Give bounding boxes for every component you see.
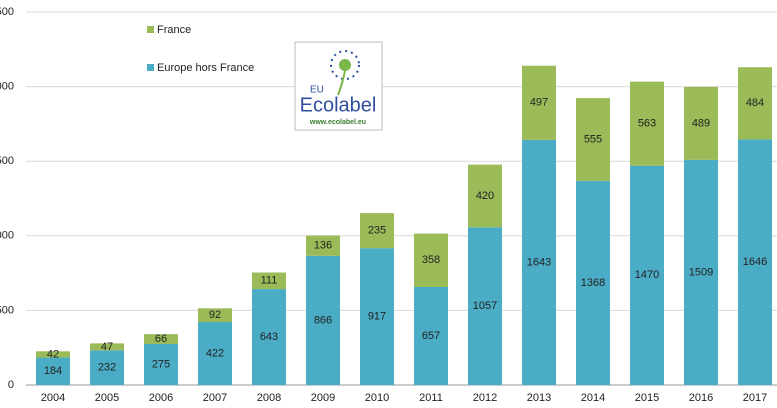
x-tick-label: 2017 bbox=[743, 392, 767, 404]
data-label: 1368 bbox=[581, 277, 605, 289]
logo-url: www.ecolabel.eu bbox=[309, 119, 366, 126]
x-tick-label: 2014 bbox=[581, 392, 605, 404]
data-label: 866 bbox=[314, 314, 332, 326]
x-tick-label: 2009 bbox=[311, 392, 335, 404]
bar-segment bbox=[738, 67, 772, 140]
logo-top: EU bbox=[310, 85, 324, 96]
data-label: 232 bbox=[98, 362, 116, 374]
bar-segment bbox=[144, 334, 178, 344]
data-label: 92 bbox=[209, 309, 221, 321]
bar-segment bbox=[414, 286, 448, 385]
data-label: 1470 bbox=[635, 269, 659, 281]
logo-stem bbox=[337, 70, 346, 96]
data-label: 1646 bbox=[743, 256, 767, 268]
bar-segment bbox=[360, 213, 394, 249]
data-label: 917 bbox=[368, 310, 386, 322]
bar-segment bbox=[90, 343, 124, 351]
bar-segment bbox=[576, 98, 610, 181]
data-label: 484 bbox=[746, 97, 764, 109]
data-label: 422 bbox=[206, 347, 224, 359]
data-label: 235 bbox=[368, 225, 386, 237]
logo-name: Ecolabel bbox=[300, 94, 377, 116]
data-label: 275 bbox=[152, 358, 170, 370]
x-tick-label: 2007 bbox=[203, 392, 227, 404]
data-label: 42 bbox=[47, 348, 59, 360]
legend-swatch bbox=[147, 26, 154, 33]
logo: EU Ecolabel www.ecolabel.eu bbox=[294, 41, 383, 131]
x-tick-label: 2008 bbox=[257, 392, 281, 404]
data-label: 1509 bbox=[689, 266, 713, 278]
bar-segment bbox=[252, 272, 286, 290]
x-tick-label: 2012 bbox=[473, 392, 497, 404]
y-tick-label: 2000 bbox=[0, 81, 14, 93]
data-label: 1643 bbox=[527, 256, 551, 268]
bar-segment bbox=[630, 165, 664, 385]
data-label: 1057 bbox=[473, 300, 497, 312]
x-tick-label: 2006 bbox=[149, 392, 173, 404]
data-label: 136 bbox=[314, 240, 332, 252]
bar-segment bbox=[630, 81, 664, 166]
data-label: 555 bbox=[584, 133, 602, 145]
bar-segment bbox=[414, 233, 448, 287]
bar-segment bbox=[144, 343, 178, 385]
data-label: 66 bbox=[155, 333, 167, 345]
x-tick-label: 2011 bbox=[419, 392, 443, 404]
y-tick-label: 1500 bbox=[0, 155, 14, 167]
bar-segment bbox=[306, 235, 340, 256]
logo-flower bbox=[339, 59, 351, 71]
bar-segment bbox=[36, 357, 70, 385]
legend-label: Europe hors France bbox=[157, 62, 254, 74]
x-tick-label: 2005 bbox=[95, 392, 119, 404]
bar-segment bbox=[36, 351, 70, 358]
y-tick-label: 2500 bbox=[0, 6, 14, 18]
data-label: 563 bbox=[638, 118, 656, 130]
bar-segment bbox=[576, 180, 610, 385]
plot: 0 500 1000 1500 2000 2500 2004 184 42 2005 232 47 20… bbox=[0, 6, 777, 404]
x-tick-label: 2010 bbox=[365, 392, 389, 404]
data-label: 657 bbox=[422, 330, 440, 342]
bar-segment bbox=[738, 139, 772, 385]
x-tick-label: 2013 bbox=[527, 392, 551, 404]
bar-segment bbox=[360, 248, 394, 385]
data-label: 358 bbox=[422, 254, 440, 266]
bar-segment bbox=[90, 350, 124, 385]
x-tick-label: 2015 bbox=[635, 392, 659, 404]
data-label: 111 bbox=[261, 275, 278, 287]
bar-segment bbox=[684, 86, 718, 160]
data-label: 497 bbox=[530, 97, 548, 109]
bar-segment bbox=[522, 139, 556, 385]
x-tick-label: 2016 bbox=[689, 392, 713, 404]
bar-segment bbox=[684, 159, 718, 385]
x-tick-label: 2004 bbox=[41, 392, 65, 404]
bar-segment bbox=[522, 65, 556, 140]
legend-swatch bbox=[147, 64, 154, 71]
data-label: 184 bbox=[44, 365, 62, 377]
data-label: 420 bbox=[476, 190, 494, 202]
logo-box bbox=[294, 41, 383, 131]
bar-segment bbox=[252, 289, 286, 385]
bar-segment bbox=[468, 164, 502, 228]
y-tick-label: 0 bbox=[8, 379, 14, 391]
bar-segment bbox=[198, 308, 232, 323]
data-label: 47 bbox=[101, 341, 113, 353]
legend-label: France bbox=[157, 24, 191, 36]
y-tick-label: 500 bbox=[0, 304, 14, 316]
bar-segment bbox=[198, 322, 232, 385]
bar-segment bbox=[306, 255, 340, 385]
data-label: 489 bbox=[692, 117, 710, 129]
bar-segment bbox=[468, 227, 502, 385]
y-tick-label: 1000 bbox=[0, 230, 14, 242]
logo-stars bbox=[330, 50, 360, 80]
data-label: 643 bbox=[260, 331, 278, 343]
